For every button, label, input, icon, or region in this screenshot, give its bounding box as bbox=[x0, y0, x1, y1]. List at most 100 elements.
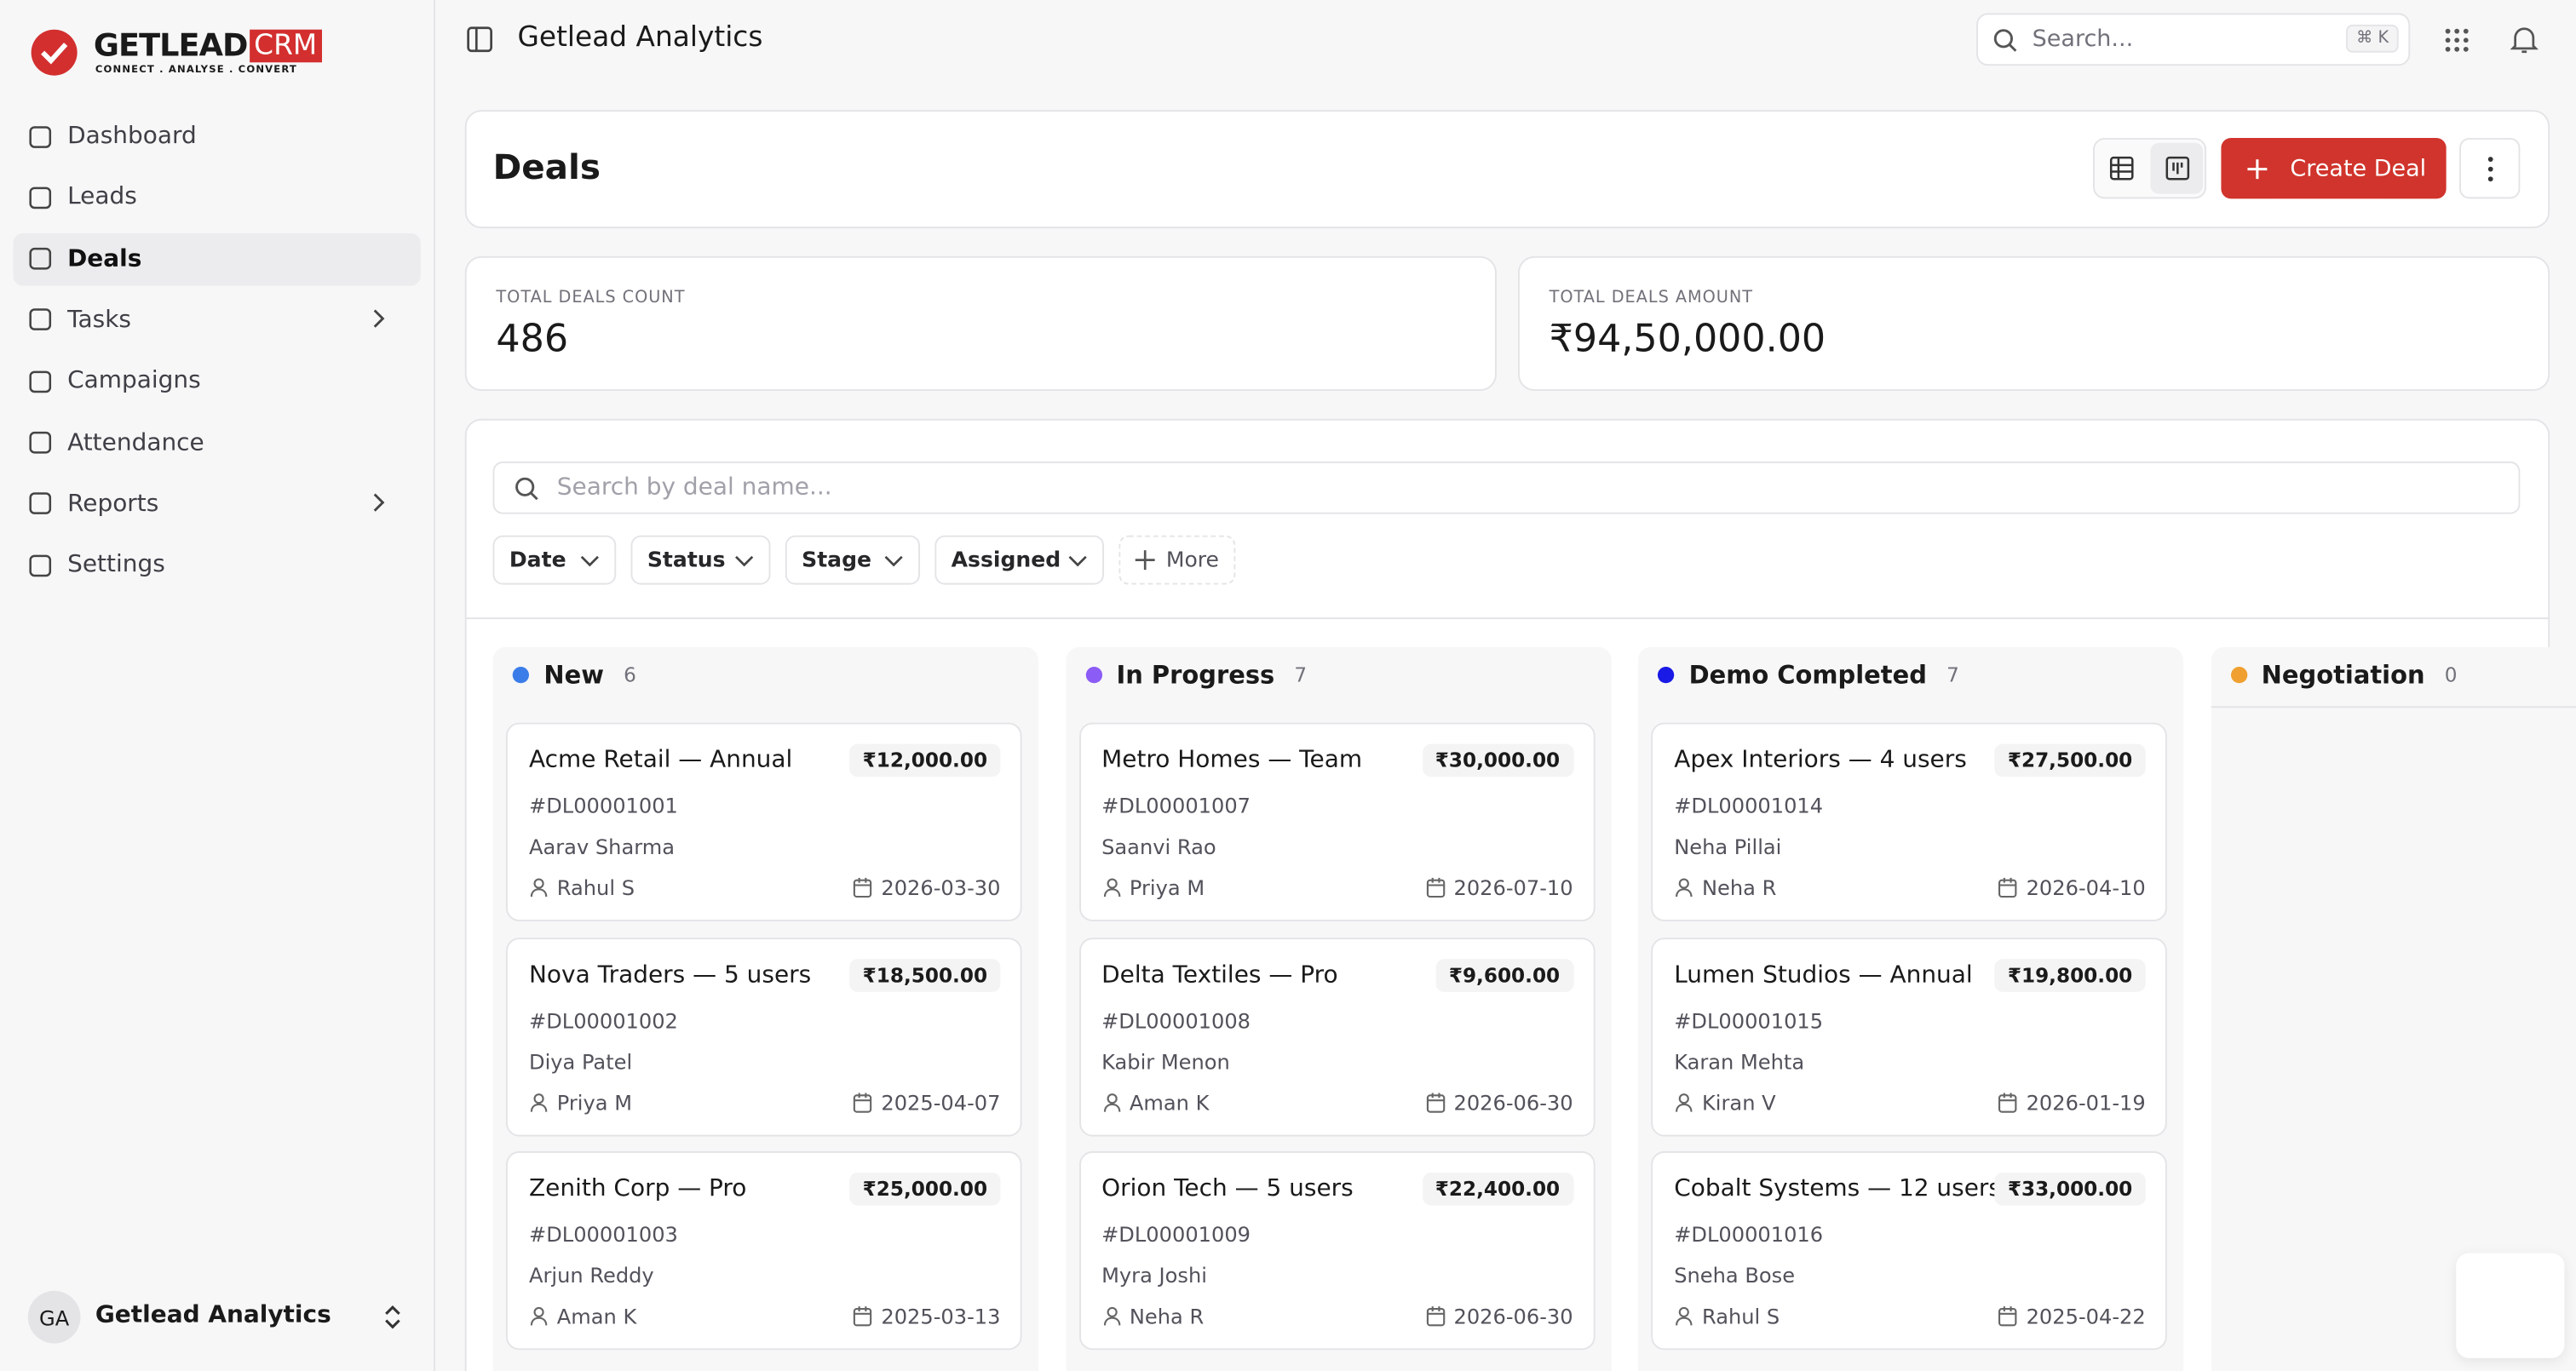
stat-value: ₹94,50,000.00 bbox=[1549, 318, 1826, 362]
nav-icon bbox=[29, 431, 52, 454]
filter-label: Stage bbox=[802, 548, 872, 573]
deal-card[interactable]: Apex Interiors — 4 users ₹27,500.00 #DL000… bbox=[1651, 722, 2167, 921]
owner-name: Rahul S bbox=[1701, 1305, 1780, 1329]
nav-item[interactable]: Leads bbox=[13, 171, 420, 224]
deal-id: #DL00001009 bbox=[1101, 1222, 1251, 1248]
nav-item[interactable]: Dashboard bbox=[13, 110, 420, 163]
more-filters[interactable]: More bbox=[1118, 535, 1236, 585]
deal-card[interactable]: Acme Retail — Annual ₹12,000.00 #DL0000100… bbox=[505, 722, 1022, 921]
create-deal-button[interactable]: Create Deal bbox=[2221, 137, 2447, 199]
person-icon bbox=[1676, 1307, 1693, 1327]
owner-name: Priya M bbox=[556, 1089, 633, 1115]
deal-owner: Rahul S bbox=[529, 875, 635, 900]
deal-contact: Saanvi Rao bbox=[1101, 834, 1216, 859]
filter-dropdown[interactable]: Assigned bbox=[934, 535, 1104, 585]
nav-item[interactable]: Attendance bbox=[13, 416, 420, 469]
nav-icon bbox=[29, 248, 52, 270]
deal-title: Cobalt Systems — 12 users bbox=[1674, 1176, 2001, 1203]
deal-owner: Priya M bbox=[529, 1090, 632, 1115]
deal-owner: Aman K bbox=[529, 1305, 636, 1329]
deals-header: Deals Create Deal bbox=[464, 110, 2550, 229]
column-dot bbox=[512, 666, 529, 684]
deal-card[interactable]: Nova Traders — 5 users ₹18,500.00 #DL00001… bbox=[505, 937, 1022, 1136]
user-name: Getlead Analytics bbox=[95, 1302, 331, 1329]
table-view-button[interactable] bbox=[2109, 156, 2134, 181]
filter-dropdown[interactable]: Date bbox=[492, 535, 617, 585]
nav-item[interactable]: Campaigns bbox=[13, 355, 420, 408]
deal-date: 2026-04-10 bbox=[1998, 875, 2146, 900]
nav-item[interactable]: Settings bbox=[13, 539, 420, 592]
deal-amount: ₹12,000.00 bbox=[849, 743, 1001, 777]
person-icon bbox=[1102, 878, 1120, 898]
deal-card[interactable]: Zenith Corp — Pro ₹25,000.00 #DL00001003 Ar… bbox=[505, 1151, 1022, 1351]
avatar: GA bbox=[27, 1290, 81, 1344]
nav-item[interactable]: Tasks bbox=[13, 294, 420, 347]
date-text: 2025-03-13 bbox=[881, 1305, 1001, 1329]
deal-card[interactable]: Metro Homes — Team ₹30,000.00 #DL00001007 S… bbox=[1078, 722, 1595, 921]
deal-search[interactable]: Search by deal name... bbox=[492, 461, 2521, 514]
nav-item[interactable]: Reports bbox=[13, 478, 420, 531]
stat-value: 486 bbox=[496, 318, 569, 362]
column-header: New 6 bbox=[512, 660, 636, 690]
person-icon bbox=[1102, 1093, 1120, 1112]
calendar-icon bbox=[1998, 1306, 2018, 1328]
deal-date: 2026-07-10 bbox=[1426, 875, 1573, 900]
deal-title: Acme Retail — Annual bbox=[528, 747, 793, 774]
deal-title: Orion Tech — 5 users bbox=[1101, 1176, 1354, 1203]
notifications-button[interactable] bbox=[2510, 25, 2539, 54]
nav-item[interactable]: Deals bbox=[13, 232, 421, 285]
deal-contact: Karan Mehta bbox=[1674, 1048, 1805, 1074]
deal-card[interactable]: Lumen Studios — Annual ₹19,800.00 #DL00001… bbox=[1651, 937, 2167, 1136]
filter-dropdown[interactable]: Status bbox=[630, 535, 771, 585]
nav-label: Attendance bbox=[67, 429, 204, 456]
nav-chevron bbox=[355, 492, 401, 519]
deal-card[interactable]: Orion Tech — 5 users ₹22,400.00 #DL0000100… bbox=[1078, 1151, 1595, 1351]
search-icon bbox=[515, 477, 538, 501]
apps-button[interactable] bbox=[2445, 28, 2470, 53]
global-search[interactable]: Search... ⌘ K bbox=[1976, 13, 2411, 66]
date-text: 2026-03-30 bbox=[881, 875, 1001, 900]
deal-contact: Sneha Bose bbox=[1674, 1263, 1796, 1288]
logo-icon bbox=[31, 29, 78, 76]
filter-dropdown[interactable]: Stage bbox=[785, 535, 920, 585]
nav-chevron bbox=[355, 308, 401, 335]
board-column: In Progress 7 Metro Homes — Team ₹30,000.00… bbox=[1065, 646, 1611, 1371]
date-text: 2026-06-30 bbox=[1453, 1089, 1573, 1115]
date-text: 2025-04-07 bbox=[881, 1089, 1001, 1115]
owner-name: Kiran V bbox=[1701, 1089, 1776, 1115]
deal-card[interactable]: Delta Textiles — Pro ₹9,600.00 #DL00001008… bbox=[1078, 937, 1595, 1136]
column-name: New bbox=[543, 660, 604, 690]
kanban-view-button[interactable] bbox=[2150, 142, 2204, 194]
nav-label: Dashboard bbox=[67, 123, 197, 150]
deal-card[interactable]: Cobalt Systems — 12 users ₹33,000.00 #DL00… bbox=[1651, 1151, 2167, 1351]
person-icon bbox=[1676, 878, 1693, 898]
date-text: 2025-04-22 bbox=[2026, 1305, 2146, 1329]
person-icon bbox=[530, 1093, 548, 1112]
nav-label: Leads bbox=[67, 184, 137, 211]
floating-widget[interactable] bbox=[2456, 1253, 2565, 1358]
calendar-icon bbox=[1426, 1306, 1445, 1328]
filter-label: Assigned bbox=[951, 548, 1061, 573]
deal-title: Zenith Corp — Pro bbox=[528, 1176, 747, 1203]
user-menu-toggle[interactable] bbox=[382, 1304, 402, 1330]
chevron-down bbox=[1068, 554, 1087, 566]
deal-id: #DL00001016 bbox=[1674, 1222, 1824, 1248]
deal-contact: Kabir Menon bbox=[1101, 1048, 1230, 1074]
stat-card: TOTAL DEALS AMOUNT ₹94,50,000.00 bbox=[1517, 255, 2550, 391]
deal-owner: Aman K bbox=[1101, 1090, 1209, 1115]
board-column: Demo Completed 7 Apex Interiors — 4 users ₹… bbox=[1637, 646, 2184, 1371]
nav-icon bbox=[29, 370, 52, 393]
more-actions-button[interactable] bbox=[2459, 137, 2521, 199]
nav-label: Campaigns bbox=[67, 368, 201, 395]
calendar-icon bbox=[1998, 1092, 2018, 1113]
deal-amount: ₹18,500.00 bbox=[849, 958, 1001, 992]
page-title: Deals bbox=[492, 147, 601, 187]
column-header: In Progress 7 bbox=[1084, 660, 1307, 690]
deal-date: 2025-03-13 bbox=[854, 1305, 1001, 1329]
deal-date: 2026-01-19 bbox=[1998, 1090, 2146, 1115]
sidebar-toggle[interactable] bbox=[467, 26, 493, 53]
column-divider bbox=[2210, 706, 2576, 708]
deal-date: 2025-04-07 bbox=[854, 1089, 1001, 1115]
deal-owner: Neha R bbox=[1101, 1305, 1204, 1329]
